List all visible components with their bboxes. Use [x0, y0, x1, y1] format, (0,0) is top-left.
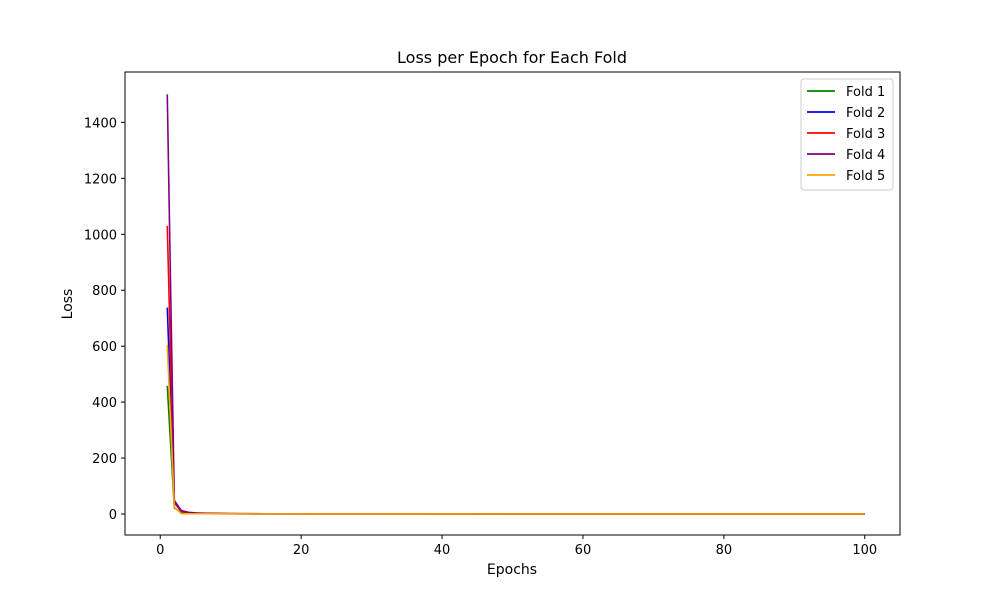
series-line-fold-4	[166, 94, 865, 515]
x-axis-ticks: 0 20 40 60 80 100	[156, 535, 877, 558]
plot-frame	[124, 71, 901, 536]
chart-title: Loss per Epoch for Each Fold	[397, 48, 627, 67]
x-tick-label: 40	[434, 543, 451, 558]
legend-box	[800, 78, 894, 191]
x-tick-label: 20	[293, 543, 310, 558]
y-tick-label: 1400	[84, 116, 117, 131]
x-tick-label: 100	[852, 543, 877, 558]
y-tick-label: 1200	[84, 172, 117, 187]
series-line-fold-1	[166, 385, 865, 515]
y-axis-ticks: 0 200 400 600 800 1000 1200 1400	[84, 116, 125, 523]
x-tick-label: 60	[575, 543, 592, 558]
x-axis-label: Epochs	[487, 562, 537, 578]
legend-label: Fold 3	[846, 127, 885, 142]
y-axis-label: Loss	[60, 289, 76, 320]
series-layer	[166, 94, 865, 515]
series-line-fold-2	[166, 307, 865, 515]
y-tick-label: 0	[109, 508, 117, 523]
y-tick-label: 400	[92, 396, 117, 411]
x-tick-label: 0	[156, 543, 164, 558]
legend: Fold 1 Fold 2 Fold 3 Fold 4 Fold 5	[800, 78, 894, 191]
y-tick-label: 200	[92, 452, 117, 467]
y-tick-label: 1000	[84, 228, 117, 243]
y-tick-label: 800	[92, 284, 117, 299]
y-tick-label: 600	[92, 340, 117, 355]
legend-label: Fold 5	[846, 169, 885, 184]
legend-label: Fold 1	[846, 85, 885, 100]
series-line-fold-3	[166, 225, 865, 515]
x-tick-label: 80	[716, 543, 733, 558]
legend-label: Fold 2	[846, 106, 885, 121]
series-line-fold-5	[166, 344, 865, 515]
legend-label: Fold 4	[846, 148, 885, 163]
